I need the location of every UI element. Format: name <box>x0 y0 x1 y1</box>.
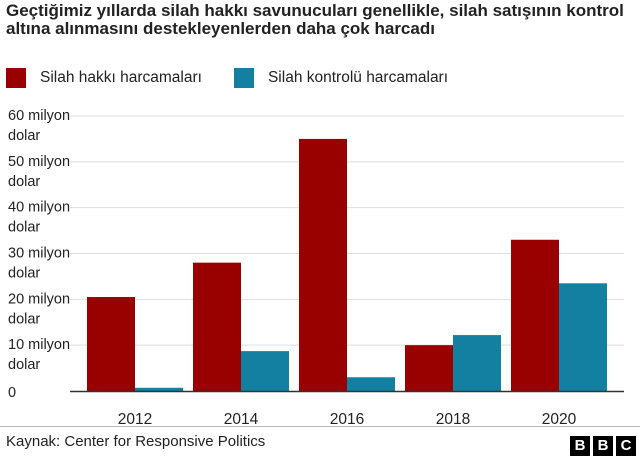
bar-gun-rights <box>299 138 347 391</box>
source-note: Kaynak: Center for Responsive Politics <box>6 433 266 450</box>
bar-gun-control <box>559 283 607 391</box>
footer-divider <box>0 426 640 427</box>
bar-gun-rights <box>405 345 453 391</box>
chart-title: Geçtiğimiz yıllarda silah hakkı savunucu… <box>6 1 624 38</box>
legend-item-gun-control: Silah kontrolü harcamaları <box>233 68 449 88</box>
bar-gun-control <box>347 377 395 391</box>
bar-gun-rights <box>511 239 559 391</box>
bbc-logo-letter: B <box>570 436 590 456</box>
legend-label-gun-rights: Silah hakkı harcamaları <box>40 69 202 86</box>
y-tick-label: 50 milyon dolar <box>8 154 70 190</box>
legend-swatch-gun-rights <box>6 68 26 88</box>
y-tick-label: 60 milyon dolar <box>8 108 70 144</box>
legend: Silah hakkı harcamaları Silah kontrolü h… <box>6 66 480 90</box>
bar-gun-control <box>241 351 289 391</box>
bbc-logo-letter: B <box>593 436 613 456</box>
x-tick-label: 2020 <box>542 411 577 428</box>
bar-chart: 0 10 milyon dolar 20 milyon dolar 30 milyon do… <box>8 108 624 428</box>
x-tick-label: 2012 <box>118 411 152 428</box>
bar-gun-rights <box>193 262 241 391</box>
bar-gun-control <box>453 335 501 391</box>
bbc-logo-letter: C <box>616 436 636 456</box>
y-tick-label: 40 milyon dolar <box>8 200 70 236</box>
legend-label-gun-control: Silah kontrolü harcamaları <box>267 69 449 86</box>
x-tick-label: 2018 <box>436 411 470 428</box>
y-tick-label: 10 milyon dolar <box>8 337 70 373</box>
x-tick-label: 2016 <box>330 411 364 428</box>
bbc-logo: B B C <box>570 436 636 456</box>
y-tick-label: 0 <box>8 385 16 401</box>
legend-swatch-gun-control <box>233 68 254 88</box>
bar-gun-rights <box>87 297 135 391</box>
y-tick-label: 30 milyon dolar <box>8 246 70 282</box>
legend-item-gun-rights: Silah hakkı harcamaları <box>6 68 202 88</box>
x-tick-label: 2014 <box>224 411 259 428</box>
y-tick-label: 20 milyon dolar <box>8 291 70 327</box>
bar-gun-control <box>135 387 183 391</box>
